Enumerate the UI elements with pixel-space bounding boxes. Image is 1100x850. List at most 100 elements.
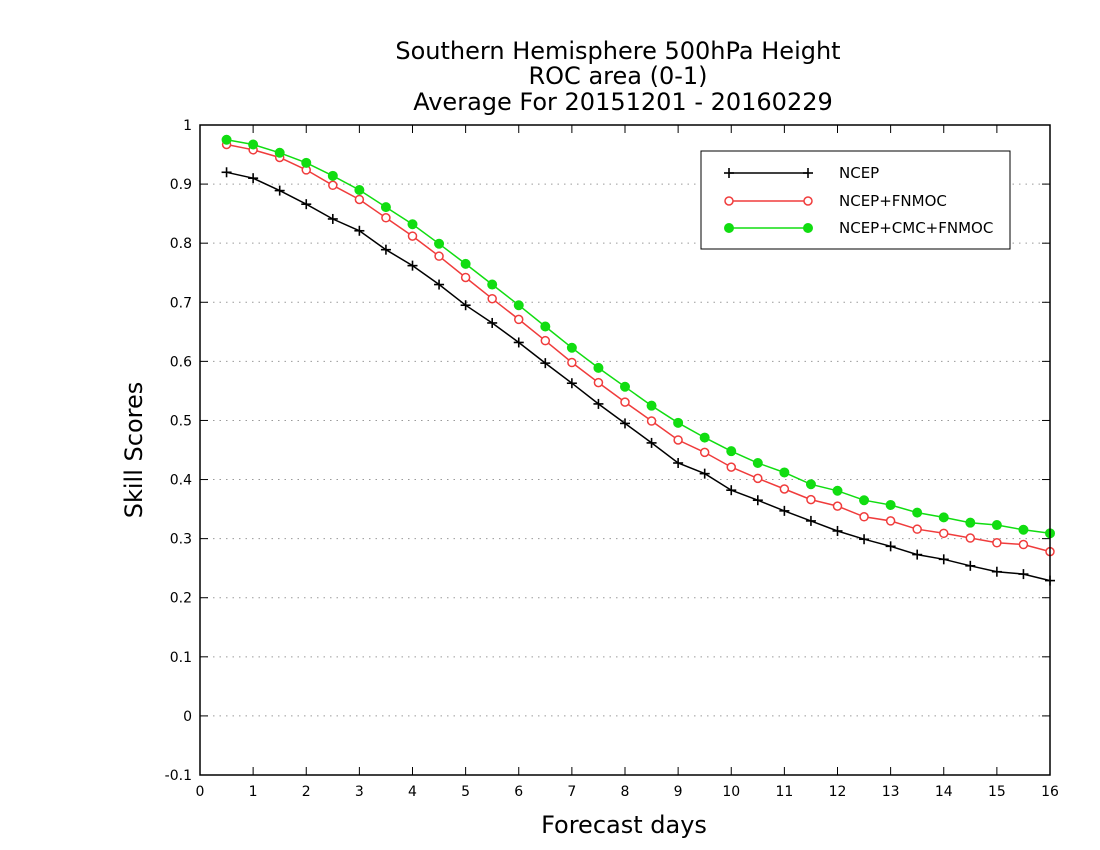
legend-marker-end-2: [803, 223, 813, 233]
series-1: [221, 139, 1055, 557]
x-tick-label-1: 1: [249, 784, 258, 800]
series-1-point-21: [779, 484, 790, 494]
series-1-point-28: [965, 533, 976, 543]
series-0-point-23: [832, 525, 843, 536]
series-0-point-1: [248, 173, 259, 184]
chart-title-line-1: Southern Hemisphere 500hPa Height: [395, 37, 840, 65]
x-tick-label-7: 7: [567, 784, 576, 800]
x-axis-title: Forecast days: [541, 811, 707, 839]
x-tick-label-0: 0: [196, 784, 205, 800]
series-1-point-20: [753, 473, 763, 484]
series-0-point-24: [859, 534, 870, 545]
series-2-point-8: [434, 238, 445, 249]
series-0-point-19: [726, 485, 737, 496]
series-2-point-0: [221, 134, 232, 145]
series-1-point-10: [487, 293, 497, 304]
series-1-point-7: [407, 231, 418, 241]
legend-marker-end-1: [803, 196, 813, 206]
series-2-point-12: [540, 321, 551, 332]
series-0-point-29: [991, 566, 1002, 577]
series-0-point-26: [912, 549, 923, 560]
series-1-point-19: [726, 462, 736, 472]
y-tick-label-5: 0.4: [170, 473, 192, 489]
series-2-point-15: [620, 381, 630, 392]
legend-marker-start-2: [724, 223, 734, 233]
legend-item-2: NCEP+CMC+FNMOC: [724, 219, 993, 237]
y-tick-label-4: 0.3: [170, 532, 192, 548]
series-2-point-5: [354, 185, 365, 195]
series-0-point-9: [460, 300, 471, 311]
series-2-point-21: [779, 467, 790, 478]
series-2-point-13: [566, 342, 577, 353]
series-0-point-13: [566, 378, 577, 389]
x-tick-label-9: 9: [674, 784, 683, 800]
series-1-point-24: [859, 512, 869, 522]
series-1-point-4: [328, 180, 338, 191]
chart-title-line-2: ROC area (0-1): [528, 62, 707, 90]
series-2-point-28: [965, 517, 976, 528]
series-2-point-30: [1018, 524, 1029, 535]
series-0-point-25: [885, 541, 896, 552]
series-0: [221, 167, 1055, 586]
series-2-point-7: [407, 219, 418, 230]
series-1-point-27: [939, 528, 949, 539]
series-1-point-8: [434, 251, 444, 261]
series-2-point-3: [301, 157, 312, 168]
legend-box: [700, 150, 1011, 250]
series-1-point-6: [381, 213, 391, 223]
legend-label-1: NCEP+FNMOC: [839, 192, 947, 210]
series-0-point-8: [434, 279, 445, 290]
series-1-point-13: [567, 357, 577, 368]
series-2-point-10: [487, 279, 498, 290]
series-1-point-25: [885, 516, 896, 526]
legend-marker-start-1: [724, 196, 734, 206]
grid: [200, 183, 1050, 717]
legend: NCEP NCEP+FNMOC NCEP+CMC+FNMOC: [700, 150, 1011, 250]
series-2-point-14: [593, 362, 604, 373]
legend-marker-start-0: [724, 168, 734, 178]
series-0-point-27: [938, 554, 949, 565]
series-2-point-23: [832, 485, 843, 496]
series-0-point-15: [620, 418, 630, 429]
series-2-point-18: [699, 432, 710, 443]
y-tick-label-6: 0.5: [170, 413, 192, 429]
series-2-point-11: [513, 300, 524, 311]
series-1-point-29: [992, 538, 1002, 548]
series-0-point-7: [407, 260, 418, 271]
y-tick-label-3: 0.2: [170, 591, 192, 607]
series-1-point-14: [593, 377, 604, 388]
series-2-point-20: [752, 458, 763, 468]
series-2-point-25: [885, 499, 896, 510]
y-tick-label-2: 0.1: [170, 650, 192, 666]
series-2-point-26: [912, 507, 923, 518]
y-tick-label-9: 0.8: [170, 236, 192, 252]
series-2-point-27: [938, 512, 949, 523]
chart-title-line-3: Average For 20151201 - 20160229: [413, 88, 833, 116]
series-0-point-0: [221, 167, 232, 178]
legend-item-1: NCEP+FNMOC: [724, 192, 947, 210]
x-tick-label-3: 3: [355, 784, 364, 800]
x-tick-label-2: 2: [302, 784, 311, 800]
x-tick-label-11: 11: [775, 784, 793, 800]
series-1-point-11: [514, 314, 524, 325]
series-1-point-5: [354, 194, 365, 205]
series-0-point-21: [779, 505, 790, 516]
plot-frame: [199, 124, 1051, 776]
x-tick-label-15: 15: [988, 784, 1006, 800]
y-tick-label-0: -0.1: [165, 768, 192, 784]
x-tick-label-6: 6: [514, 784, 523, 800]
series-line-0: [226, 171, 1051, 582]
x-tick-label-8: 8: [621, 784, 630, 800]
series-0-point-17: [673, 458, 684, 468]
series-1-point-12: [540, 335, 551, 346]
series-1-point-15: [620, 397, 630, 407]
x-tick-label-5: 5: [461, 784, 470, 800]
series-0-point-22: [805, 515, 816, 526]
series-1-point-18: [699, 447, 710, 458]
x-tick-label-14: 14: [935, 784, 953, 800]
series-0-point-28: [965, 560, 976, 571]
series-0-point-3: [301, 199, 312, 210]
legend-marker-end-0: [803, 168, 813, 178]
series-2-point-29: [991, 520, 1002, 531]
